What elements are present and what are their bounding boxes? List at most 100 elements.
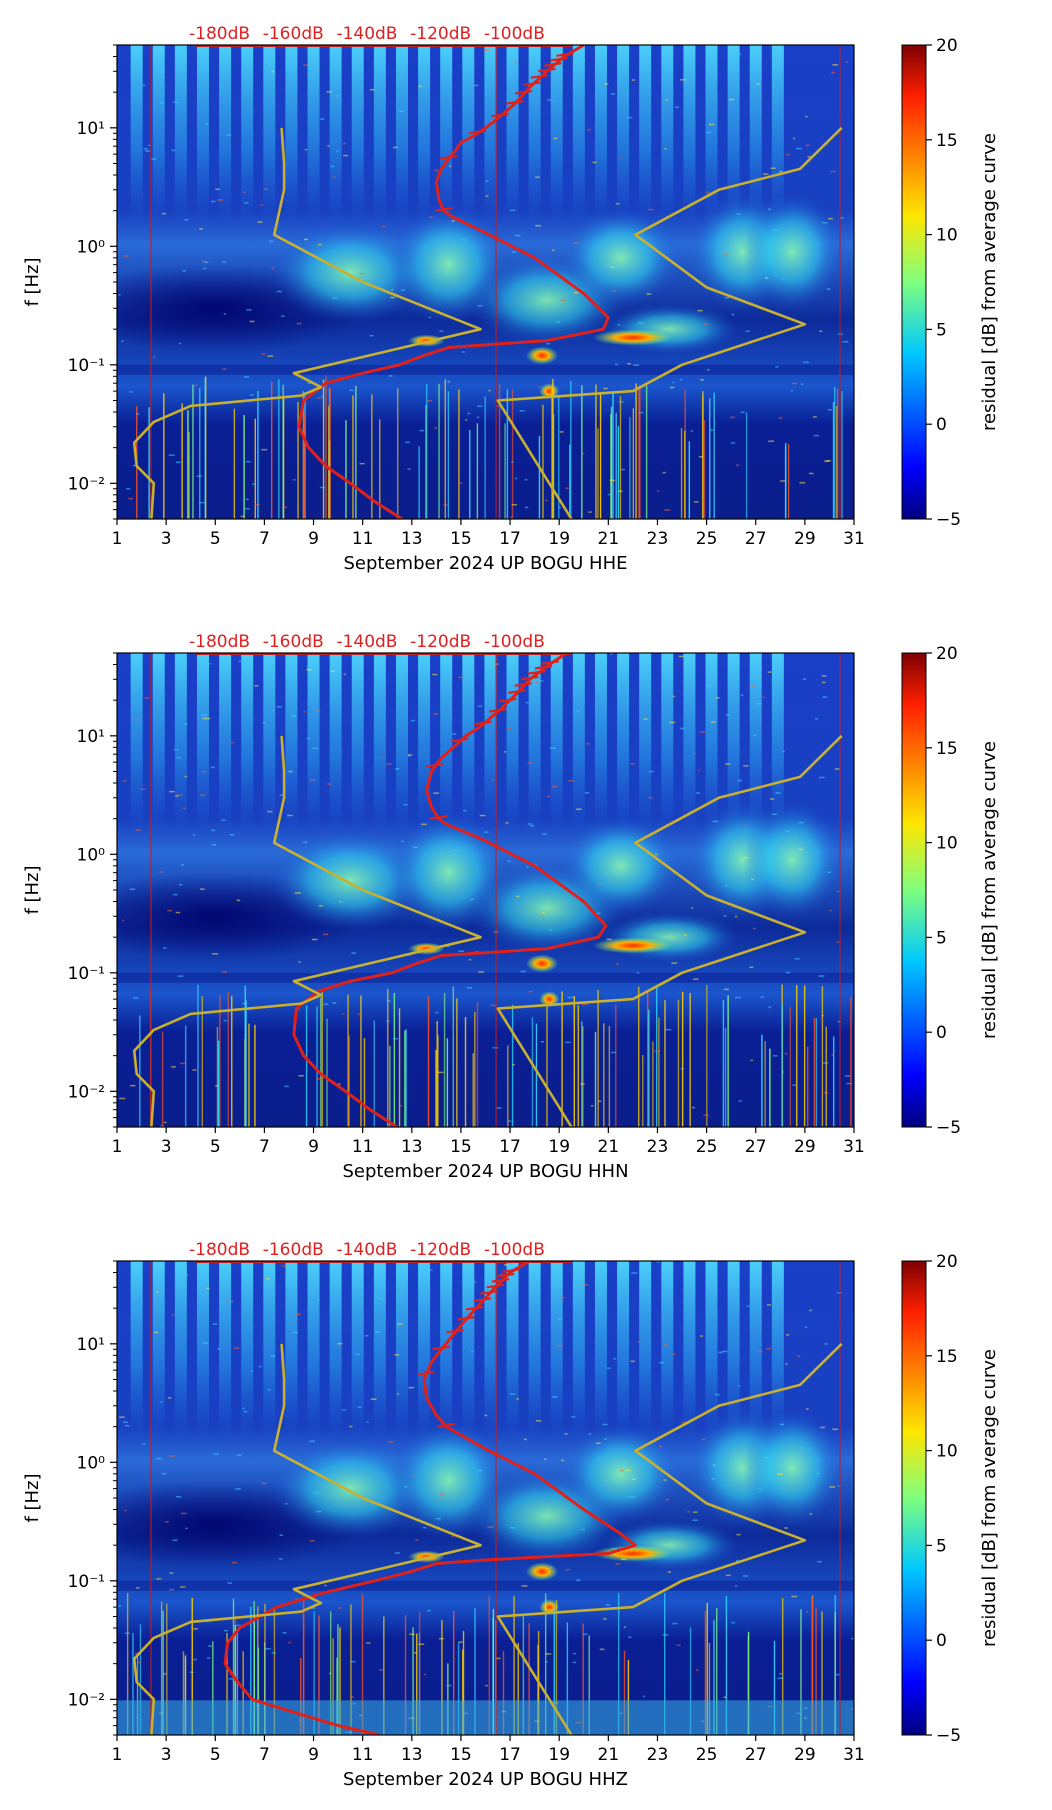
noise-speckle bbox=[298, 961, 301, 963]
top-edge-line bbox=[195, 1261, 572, 1263]
reference-model-line bbox=[132, 735, 482, 1127]
noise-speckle bbox=[491, 779, 495, 781]
transient-spike bbox=[608, 1025, 611, 1127]
x-tick-label: 23 bbox=[647, 1137, 669, 1157]
colorbar-tick-label: 5 bbox=[936, 320, 947, 340]
noise-speckle bbox=[757, 1487, 762, 1490]
transient-spike bbox=[811, 1597, 813, 1735]
noise-speckle bbox=[565, 487, 569, 490]
noise-speckle bbox=[121, 340, 124, 342]
transient-spike bbox=[821, 986, 824, 1127]
noise-speckle bbox=[295, 1313, 302, 1315]
noise-speckle bbox=[647, 947, 651, 950]
noise-speckle bbox=[707, 368, 710, 371]
x-tick-label: 13 bbox=[401, 1745, 423, 1765]
x-tick-label: 29 bbox=[794, 1137, 816, 1157]
noise-speckle bbox=[560, 299, 567, 302]
noise-speckle bbox=[199, 228, 203, 230]
transient-spike bbox=[727, 995, 729, 1127]
transient-spike bbox=[612, 391, 614, 519]
x-axis-label: September 2024 UP BOGU HHZ bbox=[343, 1769, 628, 1790]
noise-speckle bbox=[184, 1274, 189, 1276]
noise-speckle bbox=[423, 1673, 426, 1676]
noise-speckle bbox=[611, 1548, 618, 1550]
noise-speckle bbox=[160, 1125, 165, 1127]
transient-spike bbox=[724, 1027, 727, 1127]
noise-speckle bbox=[213, 1453, 220, 1455]
noise-speckle bbox=[710, 429, 714, 431]
transient-spike bbox=[441, 1620, 443, 1735]
noise-speckle bbox=[304, 148, 308, 151]
noise-speckle bbox=[603, 1618, 607, 1620]
noise-speckle bbox=[809, 1309, 812, 1312]
noise-speckle bbox=[626, 875, 631, 878]
x-tick-label: 19 bbox=[548, 529, 570, 549]
daily-noise-band bbox=[418, 1261, 431, 1439]
noise-speckle bbox=[718, 1351, 723, 1354]
noise-speckle bbox=[148, 144, 151, 147]
noise-speckle bbox=[790, 390, 793, 392]
noise-speckle bbox=[756, 703, 762, 705]
noise-speckle bbox=[336, 150, 339, 152]
daily-noise-band bbox=[749, 45, 762, 223]
noise-speckle bbox=[159, 871, 163, 873]
db-scale-label: -180dB bbox=[189, 632, 250, 652]
noise-speckle bbox=[437, 1071, 444, 1074]
noise-speckle bbox=[206, 1657, 211, 1659]
noise-speckle bbox=[534, 681, 541, 684]
noise-speckle bbox=[734, 996, 741, 999]
noise-speckle bbox=[349, 1660, 356, 1663]
transient-spike bbox=[769, 1048, 771, 1127]
noise-speckle bbox=[235, 1488, 241, 1490]
noise-speckle bbox=[830, 170, 836, 173]
noise-speckle bbox=[201, 260, 207, 263]
transient-spike bbox=[599, 392, 602, 519]
noise-speckle bbox=[324, 1584, 327, 1587]
noise-speckle bbox=[327, 783, 332, 785]
daily-noise-band bbox=[307, 653, 320, 831]
noise-speckle bbox=[564, 1433, 568, 1435]
transient-spike bbox=[436, 1021, 438, 1127]
average-spectrum-line bbox=[223, 1261, 637, 1735]
noise-speckle bbox=[631, 1272, 638, 1274]
noise-speckle bbox=[659, 1361, 665, 1364]
noise-speckle bbox=[215, 188, 220, 191]
daily-noise-band bbox=[395, 45, 408, 223]
noise-speckle bbox=[236, 899, 241, 902]
transient-spike bbox=[617, 1593, 620, 1735]
transient-spike bbox=[446, 1038, 449, 1127]
y-tick-label: 10⁻¹ bbox=[68, 356, 105, 376]
noise-speckle bbox=[674, 106, 679, 108]
colorbar-gradient bbox=[901, 1260, 927, 1736]
noise-speckle bbox=[446, 945, 450, 948]
noise-speckle bbox=[403, 803, 408, 806]
x-tick-label: 31 bbox=[843, 1745, 865, 1765]
noise-speckle bbox=[434, 169, 439, 172]
db-scale-label: -140dB bbox=[336, 632, 397, 652]
noise-speckle bbox=[534, 863, 538, 865]
transient-spike bbox=[504, 423, 506, 519]
noise-speckle bbox=[809, 1513, 813, 1515]
noise-speckle bbox=[693, 1511, 698, 1513]
transient-spike bbox=[813, 1018, 816, 1127]
noise-speckle bbox=[172, 1539, 178, 1541]
transient-spike bbox=[326, 1018, 328, 1127]
x-tick-label: 29 bbox=[794, 529, 816, 549]
noise-speckle bbox=[615, 203, 620, 205]
noise-speckle bbox=[683, 933, 687, 936]
colorbar-tick-label: 10 bbox=[936, 834, 958, 854]
noise-speckle bbox=[175, 461, 182, 464]
colorbar-gradient bbox=[901, 652, 927, 1128]
noise-speckle bbox=[316, 1077, 321, 1080]
y-axis-label: f [Hz] bbox=[22, 1473, 43, 1522]
daily-noise-band bbox=[241, 45, 254, 223]
noise-speckle bbox=[320, 118, 325, 120]
noise-speckle bbox=[802, 678, 807, 680]
noise-speckle bbox=[620, 1558, 627, 1561]
noise-speckle bbox=[288, 770, 293, 773]
noise-speckle bbox=[297, 1008, 300, 1010]
noise-speckle bbox=[176, 756, 181, 759]
transient-spike bbox=[444, 379, 446, 519]
noise-speckle bbox=[355, 1353, 360, 1356]
noise-speckle bbox=[252, 483, 257, 485]
